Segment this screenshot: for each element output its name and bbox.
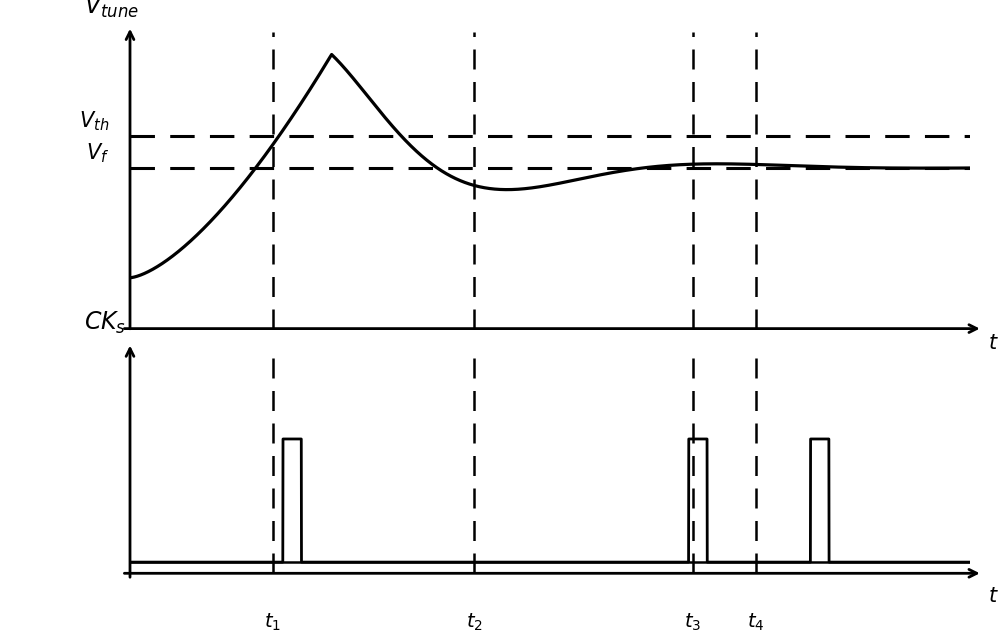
Text: $\mathit{V_{tune}}$: $\mathit{V_{tune}}$: [84, 0, 139, 20]
Text: $\mathit{t_3}$: $\mathit{t_3}$: [684, 612, 701, 633]
Text: $\mathit{CK_s}$: $\mathit{CK_s}$: [84, 310, 126, 336]
Text: $\mathit{t_1}$: $\mathit{t_1}$: [264, 612, 281, 633]
Text: $\mathit{V_f}$: $\mathit{V_f}$: [86, 141, 109, 164]
Text: $\mathit{V_{th}}$: $\mathit{V_{th}}$: [79, 110, 109, 134]
Text: $\mathit{t}$: $\mathit{t}$: [988, 333, 999, 354]
Text: $\mathit{t_4}$: $\mathit{t_4}$: [747, 612, 765, 633]
Text: $\mathit{t_2}$: $\mathit{t_2}$: [466, 612, 483, 633]
Text: $\mathit{t}$: $\mathit{t}$: [988, 585, 999, 606]
